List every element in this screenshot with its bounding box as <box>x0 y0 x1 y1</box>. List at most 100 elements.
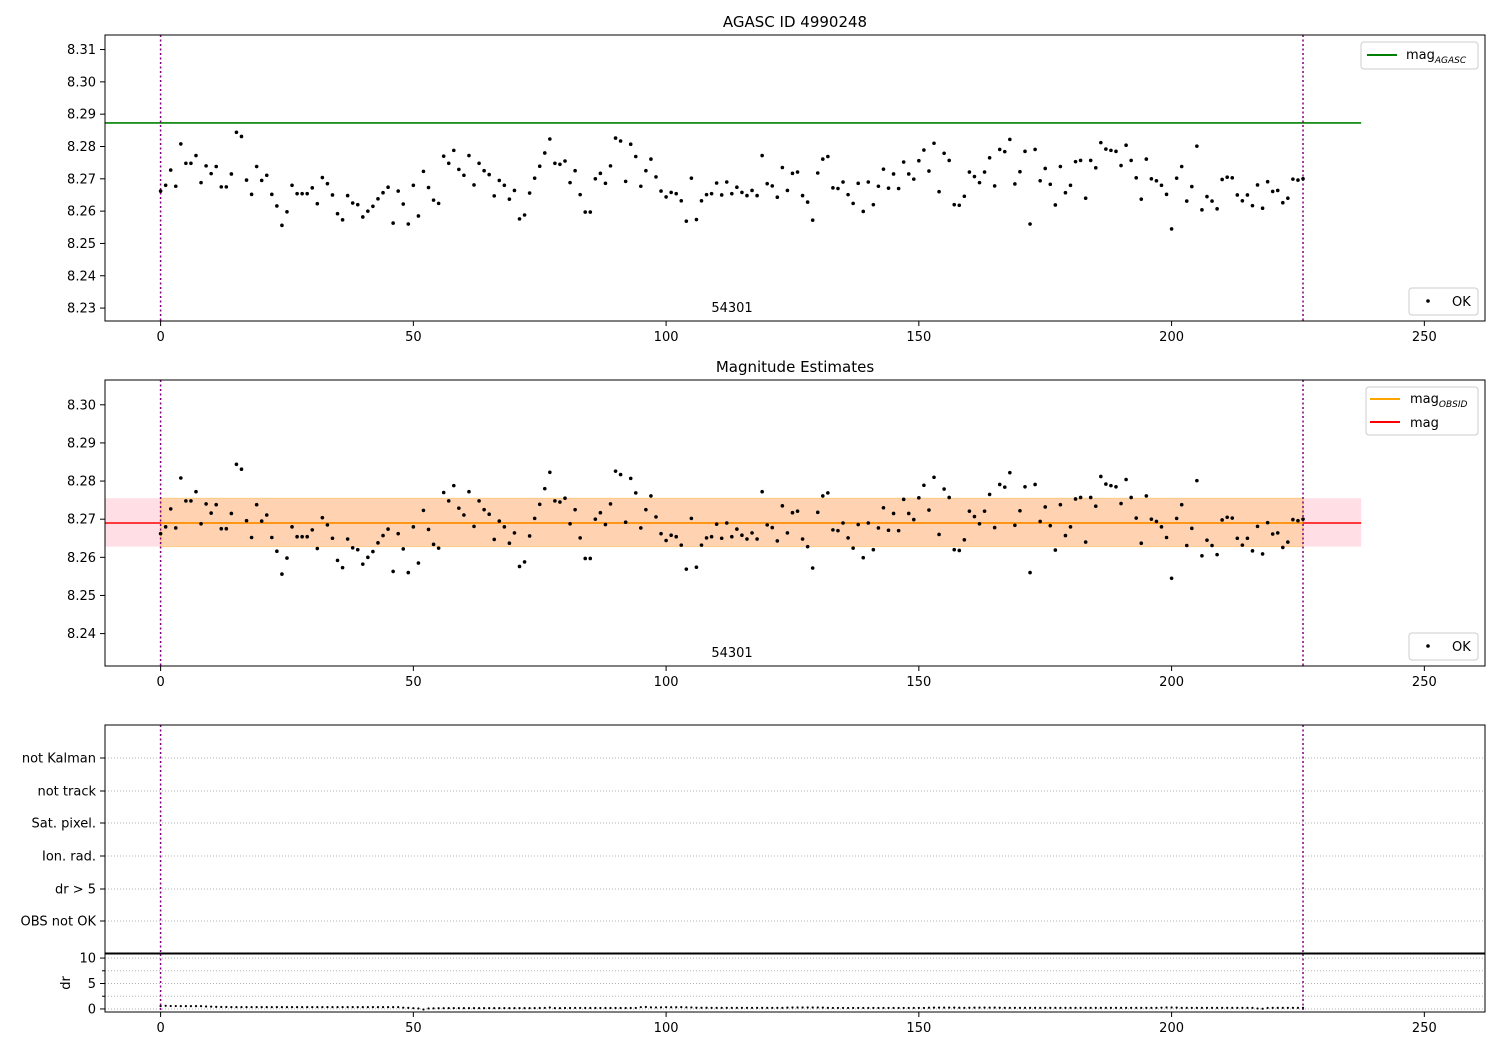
mag-point-217 <box>1255 524 1260 529</box>
dr-point-85 <box>589 1006 592 1010</box>
dr-point-18 <box>250 1006 253 1009</box>
dr-point-190 <box>1119 1006 1123 1009</box>
mag-point-162 <box>977 521 982 526</box>
mag-point-173 <box>1033 482 1037 487</box>
dr-point-153 <box>932 1006 936 1009</box>
dr-point-86 <box>594 1006 597 1010</box>
dr-point-10 <box>210 1005 213 1008</box>
agasc-point-10 <box>209 171 213 176</box>
agasc-point-184 <box>1088 158 1093 163</box>
dr-point-84 <box>584 1006 587 1010</box>
mag-point-24 <box>280 572 284 576</box>
mag-point-50 <box>411 525 416 529</box>
agasc-point-111 <box>719 193 724 197</box>
dr-xtick-label-100: 100 <box>654 1021 679 1036</box>
mag-point-103 <box>679 543 684 547</box>
dr-point-180 <box>1069 1006 1072 1009</box>
dr-point-21 <box>265 1006 268 1009</box>
agasc-point-219 <box>1265 179 1270 184</box>
agasc-point-158 <box>957 203 962 208</box>
agasc-point-205 <box>1195 144 1199 148</box>
agasc-point-133 <box>831 186 835 190</box>
agasc-point-6 <box>189 161 193 166</box>
mag-point-85 <box>588 556 593 561</box>
dr-point-65 <box>488 1007 491 1010</box>
agasc-point-74 <box>532 176 537 180</box>
dr-point-80 <box>563 1006 567 1010</box>
dr-point-151 <box>922 1006 926 1010</box>
agasc-point-118 <box>755 193 759 198</box>
mag-point-9 <box>204 502 208 506</box>
mag-point-141 <box>871 547 876 552</box>
mag-point-94 <box>633 491 638 495</box>
mag-point-17 <box>244 518 249 523</box>
dr-point-192 <box>1130 1006 1133 1009</box>
flag-label-1: not track <box>37 785 96 800</box>
dr-point-207 <box>1205 1006 1209 1009</box>
mag-point-8 <box>199 521 203 526</box>
panel-magnitude-frame <box>104 379 1486 667</box>
mag-xtick-label-150: 150 <box>906 675 931 690</box>
dr-point-114 <box>735 1006 738 1009</box>
dr-point-75 <box>538 1006 541 1010</box>
agasc-point-5 <box>184 161 188 166</box>
mag-point-133 <box>831 528 835 532</box>
dr-point-3 <box>174 1004 177 1008</box>
agasc-point-167 <box>1002 149 1007 154</box>
dr-point-70 <box>513 1007 516 1010</box>
agasc-point-86 <box>593 177 598 181</box>
agasc-point-36 <box>340 218 345 222</box>
agasc-point-112 <box>724 180 729 184</box>
agasc-point-81 <box>568 180 572 185</box>
mag-ytick-label-5: 8.29 <box>67 436 96 451</box>
mag-point-156 <box>947 495 951 500</box>
agasc-point-16 <box>239 134 244 139</box>
dr-point-137 <box>852 1006 855 1010</box>
mag-point-18 <box>249 535 254 540</box>
mag-point-190 <box>1119 501 1123 506</box>
dr-point-223 <box>1286 1006 1289 1009</box>
agasc-point-51 <box>416 214 421 218</box>
agasc-point-79 <box>558 162 562 167</box>
dr-point-52 <box>422 1008 425 1011</box>
agasc-point-171 <box>1023 149 1027 154</box>
dr-point-186 <box>1099 1006 1102 1009</box>
agasc-point-4 <box>179 142 183 146</box>
dr-point-39 <box>356 1006 359 1009</box>
agasc-point-212 <box>1230 176 1235 180</box>
dr-point-112 <box>725 1006 728 1009</box>
agasc-point-96 <box>644 168 648 173</box>
dr-point-213 <box>1236 1006 1239 1009</box>
mag-point-43 <box>376 541 380 545</box>
dr-point-209 <box>1215 1006 1219 1009</box>
dr-point-77 <box>548 1006 551 1009</box>
dr-point-170 <box>1018 1006 1022 1009</box>
agasc-point-193 <box>1134 176 1139 180</box>
agasc-point-68 <box>502 183 507 188</box>
dr-point-35 <box>336 1006 339 1009</box>
mag-point-108 <box>704 536 709 540</box>
mag-point-0 <box>158 531 163 536</box>
panel-agasc: AGASC ID 4990248 8.23 8.24 8.25 8.26 8.27 8.2… <box>67 13 1486 345</box>
mag-point-201 <box>1174 516 1179 521</box>
dr-point-12 <box>220 1005 223 1009</box>
dr-point-78 <box>553 1007 556 1010</box>
agasc-point-40 <box>361 215 365 219</box>
agasc-point-189 <box>1114 149 1118 154</box>
agasc-point-61 <box>467 153 471 158</box>
agasc-point-49 <box>406 222 411 226</box>
dr-point-182 <box>1079 1006 1082 1009</box>
agasc-point-12 <box>219 185 224 189</box>
agasc-point-2 <box>168 168 173 172</box>
dr-point-127 <box>801 1006 804 1009</box>
dr-point-143 <box>882 1006 885 1010</box>
dr-point-17 <box>245 1006 248 1009</box>
mag-point-60 <box>462 513 466 517</box>
mag-point-165 <box>992 525 997 530</box>
agasc-point-55 <box>436 201 441 206</box>
dr-point-13 <box>225 1005 228 1009</box>
agasc-point-92 <box>623 179 628 184</box>
mag-point-87 <box>598 510 603 515</box>
mag-point-208 <box>1210 543 1214 548</box>
dr-point-202 <box>1180 1006 1183 1009</box>
